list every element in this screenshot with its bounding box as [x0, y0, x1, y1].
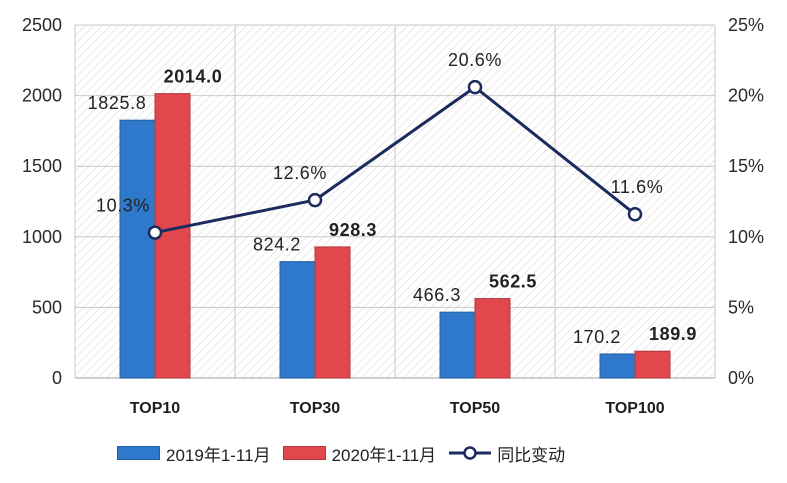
bar-series-1-top10 [119, 119, 156, 379]
y2-axis-tick-label: 10% [728, 227, 764, 247]
legend-item-series-2: 2020年1-11月 [282, 441, 437, 466]
line-point-top100 [627, 206, 643, 222]
bar-series-2-top100 [634, 350, 671, 379]
y-axis-tick-label: 1500 [22, 156, 62, 176]
bar-value-label-series-2: 928.3 [329, 220, 377, 240]
x-axis-tick-label: TOP10 [130, 400, 181, 417]
bar-value-label-series-1: 824.2 [253, 235, 301, 255]
bar-series-1-top50 [439, 311, 476, 379]
legend-label-series-2: 2020年1-11月 [331, 445, 437, 465]
line-point-top50 [467, 79, 483, 95]
y-axis-tick-label: 2000 [22, 86, 62, 106]
y-axis-tick-label: 500 [32, 297, 62, 317]
x-axis-tick-label: TOP30 [290, 400, 341, 417]
bar-value-label-series-2: 2014.0 [164, 67, 223, 87]
y2-axis-tick-label: 15% [728, 156, 764, 176]
y-axis-tick-label: 2500 [22, 15, 62, 35]
legend-line-marker-icon [449, 446, 492, 460]
y2-axis-tick-label: 20% [728, 86, 764, 106]
y-axis-tick-label: 1000 [22, 227, 62, 247]
y2-axis-tick-label: 0% [728, 368, 754, 388]
x-axis-tick-label: TOP50 [450, 400, 501, 417]
line-value-label: 20.6% [448, 50, 502, 70]
line-point-top10 [147, 225, 163, 240]
legend: 2019年1-11月 2020年1-11月 同比变动 [117, 441, 565, 466]
bar-value-label-series-1: 1825.8 [88, 93, 147, 113]
bar-value-label-series-2: 189.9 [649, 324, 697, 344]
legend-label-series-1: 2019年1-11月 [166, 445, 271, 465]
line-series-3 [153, 85, 637, 235]
bar-value-label-series-2: 562.5 [489, 272, 537, 292]
bar-series-1-top30 [279, 261, 316, 379]
line-value-label: 10.3% [96, 196, 150, 216]
line-value-label: 12.6% [273, 163, 327, 183]
y-axis-tick-label: 0 [52, 368, 62, 388]
legend-item-series-1: 2019年1-11月 [117, 441, 271, 466]
bar-series-2-top50 [474, 298, 511, 379]
bar-series-1-top100 [599, 353, 636, 379]
legend-key-series-1 [117, 446, 160, 460]
line-value-label: 11.6% [611, 177, 664, 197]
y2-axis-tick-label: 25% [728, 15, 764, 35]
legend-key-series-2 [282, 446, 326, 460]
bar-series-2-top30 [314, 246, 351, 379]
y2-axis-tick-label: 5% [728, 297, 754, 317]
line-point-top30 [307, 192, 323, 208]
legend-item-series-3: 同比变动 [448, 441, 565, 466]
x-axis-tick-label: TOP100 [605, 400, 664, 417]
bar-value-label-series-1: 466.3 [413, 285, 461, 305]
legend-label-series-3: 同比变动 [497, 445, 566, 465]
bar-value-label-series-1: 170.2 [573, 327, 621, 347]
